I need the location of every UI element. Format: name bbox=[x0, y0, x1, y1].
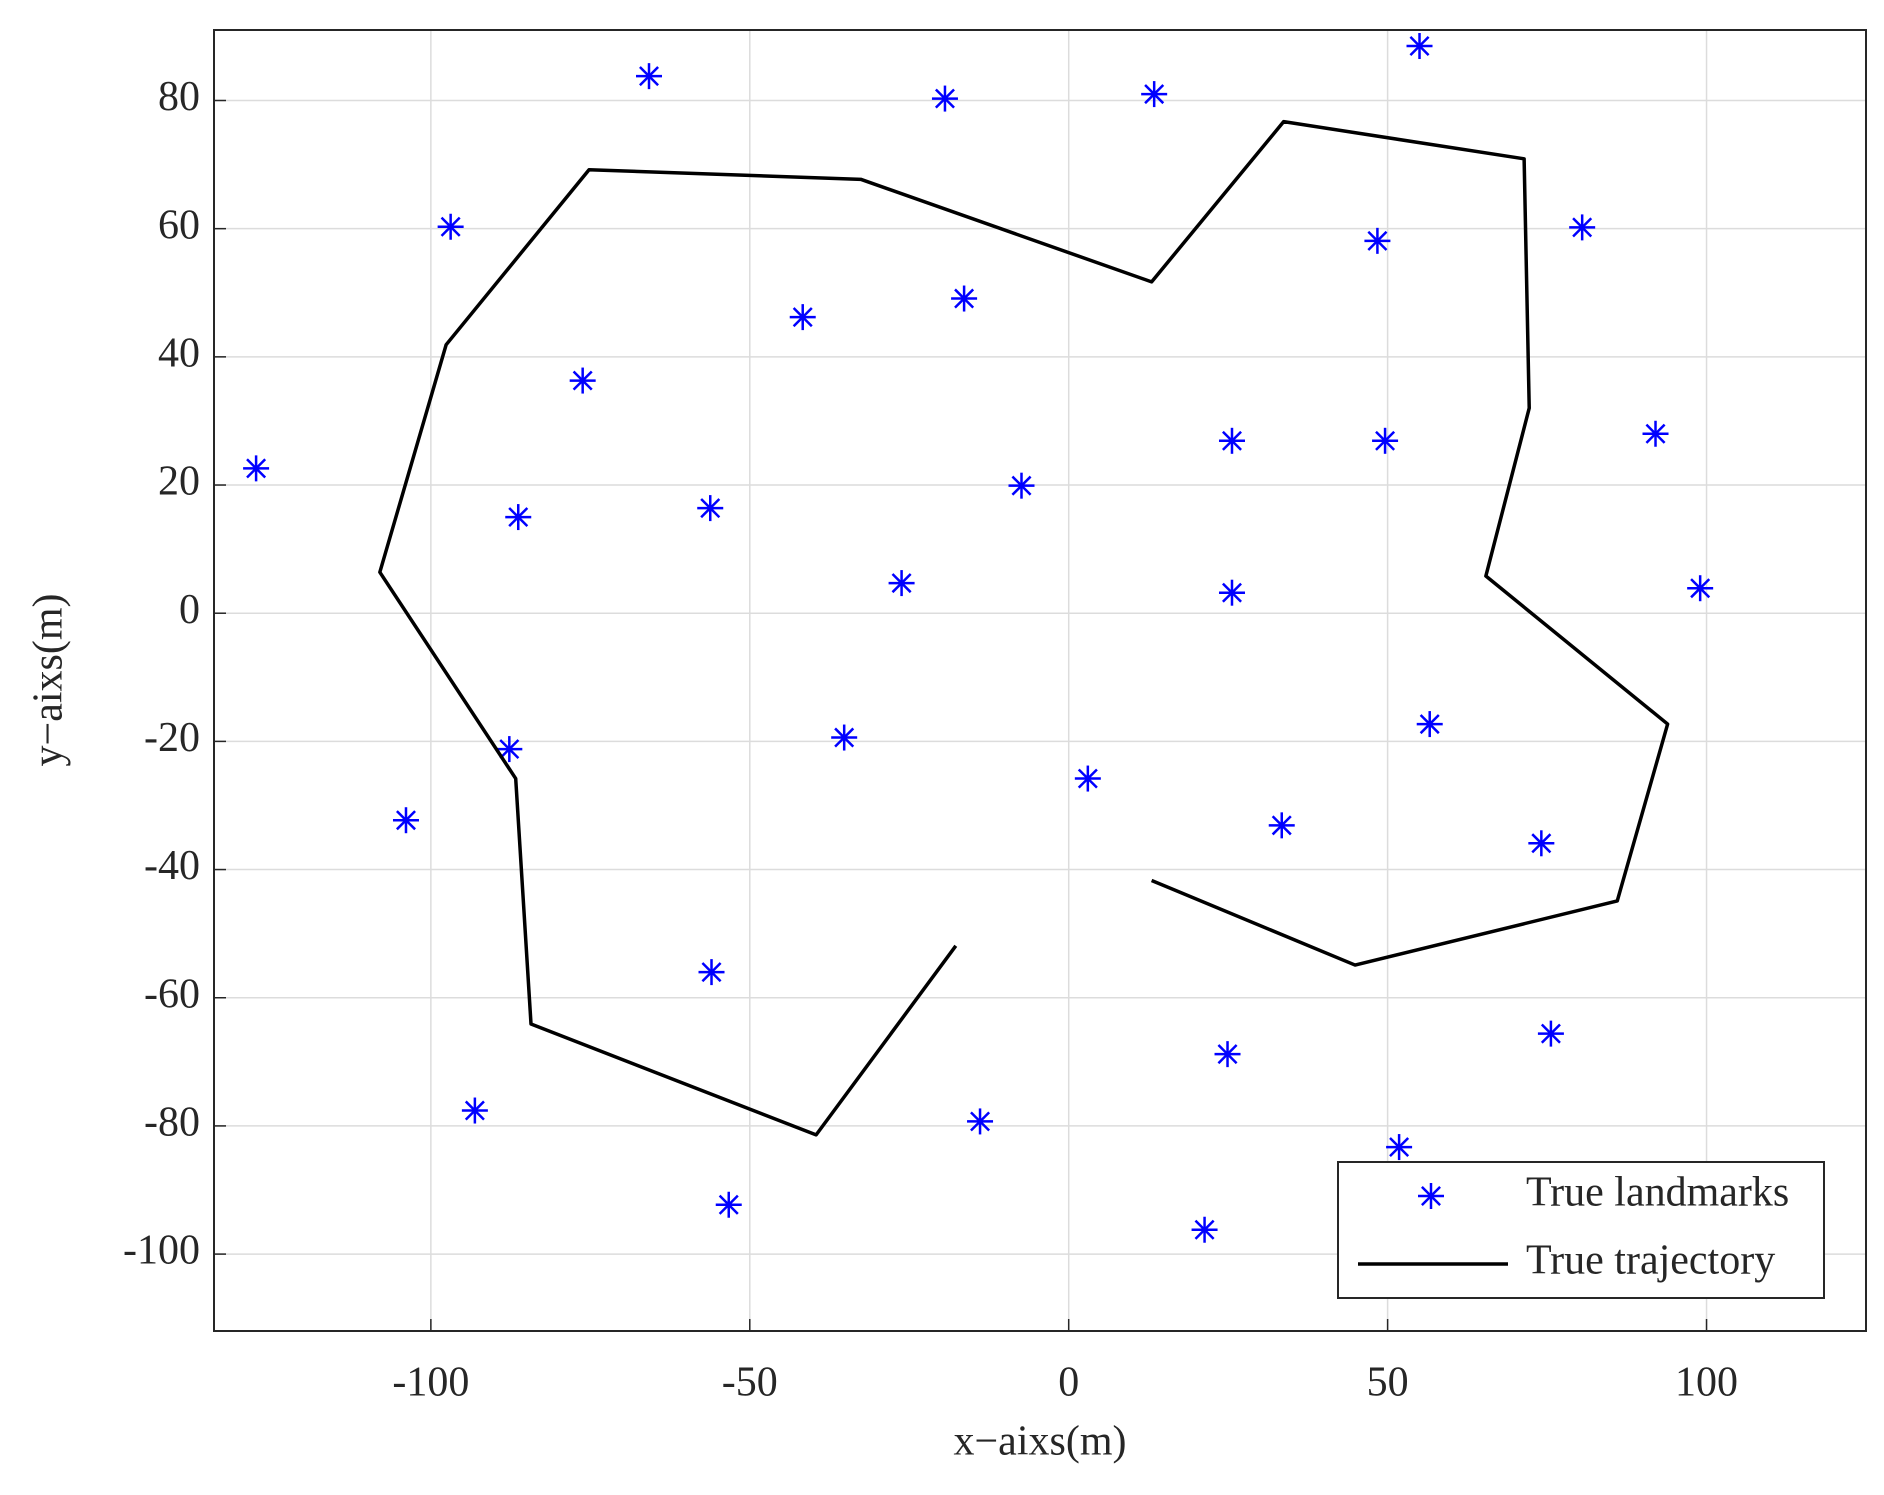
x-tick-label: 50 bbox=[1367, 1360, 1409, 1406]
y-tick-label: -60 bbox=[144, 971, 200, 1017]
marker-stroke bbox=[499, 739, 520, 760]
marker-stroke bbox=[970, 1111, 991, 1132]
y-tick-label: 20 bbox=[158, 459, 200, 505]
legend-box bbox=[1337, 1161, 1825, 1299]
landmark-marker bbox=[931, 85, 958, 112]
x-tick-label: 0 bbox=[1058, 1360, 1079, 1406]
marker-stroke bbox=[246, 458, 267, 479]
marker-stroke bbox=[1011, 475, 1032, 496]
landmark-marker bbox=[1406, 33, 1433, 60]
marker-stroke bbox=[792, 307, 813, 328]
landmark-marker bbox=[698, 959, 725, 986]
marker-stroke bbox=[1645, 423, 1666, 444]
landmark-marker bbox=[461, 1097, 488, 1124]
marker-stroke bbox=[639, 66, 659, 87]
landmark-marker bbox=[1537, 1020, 1564, 1047]
marker-stroke bbox=[1144, 84, 1165, 105]
x-axis-label: x−aixs(m) bbox=[954, 1419, 1127, 1465]
marker-stroke bbox=[508, 507, 529, 528]
marker-stroke bbox=[1271, 815, 1292, 836]
legend-label: True landmarks bbox=[1526, 1170, 1789, 1216]
marker-stroke bbox=[1389, 1137, 1410, 1158]
marker-stroke bbox=[396, 810, 416, 831]
landmark-marker bbox=[636, 63, 663, 90]
landmark-marker bbox=[1528, 830, 1555, 857]
y-tick-label: 40 bbox=[158, 330, 200, 376]
landmark-marker bbox=[1218, 579, 1245, 606]
legend-label: True trajectory bbox=[1526, 1238, 1775, 1284]
x-tick-label: -50 bbox=[722, 1360, 778, 1406]
y-tick-label: -20 bbox=[144, 715, 200, 761]
marker-stroke bbox=[440, 216, 461, 237]
marker-stroke bbox=[1572, 217, 1593, 238]
marker-stroke bbox=[718, 1194, 739, 1215]
marker-stroke bbox=[954, 288, 975, 309]
landmark-marker bbox=[569, 367, 596, 394]
landmark-marker bbox=[1416, 711, 1443, 738]
legend-marker bbox=[1418, 1183, 1444, 1209]
plot-frame bbox=[213, 29, 1867, 1332]
landmark-marker bbox=[1372, 427, 1399, 454]
marker-stroke bbox=[1367, 230, 1388, 251]
y-tick-label: -40 bbox=[144, 843, 200, 889]
y-tick-label: 80 bbox=[158, 74, 200, 120]
landmark-marker bbox=[1386, 1134, 1413, 1161]
landmark-marker bbox=[437, 213, 464, 240]
landmark-marker bbox=[888, 570, 915, 597]
marker-stroke bbox=[1419, 714, 1440, 735]
landmark-marker bbox=[1569, 214, 1596, 241]
y-tick-label: -80 bbox=[144, 1100, 200, 1146]
marker-stroke bbox=[1077, 768, 1098, 789]
marker-stroke bbox=[1222, 582, 1242, 603]
marker-stroke bbox=[464, 1100, 485, 1121]
marker-stroke bbox=[891, 573, 912, 594]
y-tick-label: 0 bbox=[179, 587, 200, 633]
landmark-marker bbox=[496, 736, 523, 763]
landmark-marker bbox=[1214, 1041, 1241, 1068]
x-tick-label: 100 bbox=[1675, 1360, 1738, 1406]
x-tick-label: -100 bbox=[392, 1360, 469, 1406]
landmark-marker bbox=[697, 495, 724, 522]
landmark-marker bbox=[831, 724, 858, 751]
landmark-marker bbox=[789, 304, 816, 331]
landmark-marker bbox=[1268, 812, 1295, 839]
landmark-marker bbox=[392, 807, 419, 834]
marker-stroke bbox=[1421, 1186, 1441, 1206]
landmark-marker bbox=[1218, 427, 1245, 454]
landmark-marker bbox=[951, 285, 978, 312]
trajectory-line bbox=[378, 119, 1670, 1137]
landmark-marker bbox=[967, 1108, 994, 1135]
landmark-marker bbox=[1141, 81, 1168, 108]
landmark-marker bbox=[1364, 227, 1391, 254]
marker-stroke bbox=[1194, 1219, 1215, 1240]
landmark-marker bbox=[1074, 765, 1101, 792]
marker-stroke bbox=[1217, 1044, 1238, 1065]
y-tick-label: 60 bbox=[158, 202, 200, 248]
landmark-marker bbox=[715, 1191, 742, 1218]
landmark-marker bbox=[1008, 472, 1035, 499]
marker-stroke bbox=[700, 498, 721, 519]
marker-stroke bbox=[934, 88, 955, 109]
marker-stroke bbox=[1531, 833, 1552, 854]
landmark-marker bbox=[1191, 1216, 1218, 1243]
y-tick-label: -100 bbox=[123, 1228, 200, 1274]
y-axis-label: y−aixs(m) bbox=[26, 594, 72, 767]
landmark-marker bbox=[505, 504, 532, 531]
marker-stroke bbox=[1409, 36, 1430, 57]
marker-stroke bbox=[701, 962, 722, 983]
marker-stroke bbox=[1222, 430, 1242, 451]
landmark-marker bbox=[1642, 420, 1669, 447]
marker-stroke bbox=[1690, 578, 1711, 599]
marker-stroke bbox=[572, 370, 593, 391]
marker-stroke bbox=[834, 727, 855, 748]
marker-stroke bbox=[1375, 430, 1396, 451]
landmark-marker bbox=[1687, 575, 1714, 602]
landmark-marker bbox=[243, 455, 270, 482]
marker-stroke bbox=[1540, 1023, 1561, 1044]
